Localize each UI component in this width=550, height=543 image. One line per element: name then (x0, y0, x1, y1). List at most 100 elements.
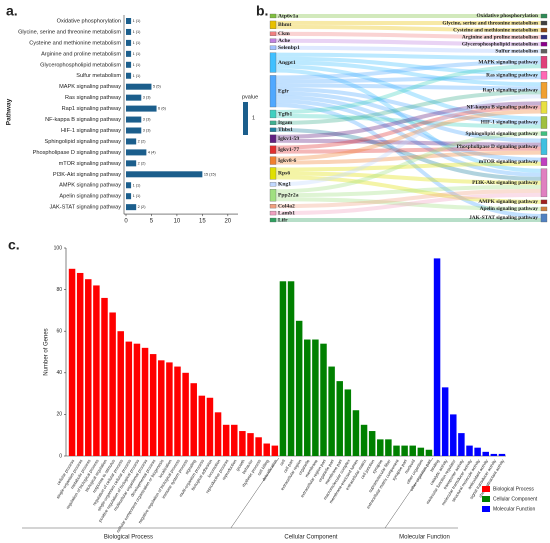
panel-label: b. (256, 3, 268, 19)
category-label: Cysteine and methionine metabolism (29, 40, 121, 46)
pathway-node (540, 131, 548, 136)
gene-node (269, 31, 277, 36)
gene-node (269, 189, 277, 202)
value-label: 1 (1) (133, 183, 142, 187)
bar (482, 451, 489, 456)
value-label: 1 (1) (133, 194, 142, 198)
bar (320, 343, 327, 456)
category-label: Apelin signaling pathway (59, 194, 121, 200)
y-tick-label: 0 (59, 453, 62, 459)
pathway-label: Rap1 signaling pathway (483, 88, 539, 94)
pathway-node (540, 20, 548, 26)
link (275, 171, 542, 185)
bar (126, 193, 132, 200)
pathway-node (540, 116, 548, 129)
category-label: Arginine and proline metabolism (41, 51, 121, 57)
value-label: 1 (1) (133, 74, 142, 78)
category-label: Ras signaling pathway (65, 95, 121, 101)
value-label: 2 (2) (138, 205, 147, 209)
gene-label: Rps6 (278, 171, 290, 177)
pathway-label: Sulfur metabolism (495, 48, 538, 54)
pathway-label: Oxidative phosphorylation (476, 13, 538, 19)
bar (126, 18, 132, 24)
bar (222, 424, 230, 456)
gene-label: Ache (278, 38, 291, 44)
bar (312, 339, 319, 456)
bar (336, 381, 343, 456)
pathway-node (540, 82, 548, 99)
gene-label: Igkv1-59 (278, 136, 299, 142)
pathway-node (540, 13, 548, 19)
category-label: Phospholipase D signaling pathway (33, 150, 122, 156)
bar (287, 281, 295, 456)
bar (126, 61, 132, 68)
x-tick-label: 5 (150, 219, 154, 225)
bar (425, 449, 433, 456)
category-label: Rap1 signaling pathway (62, 106, 122, 112)
gene-node (269, 38, 277, 43)
bar (126, 116, 142, 123)
category-label: Glycerophospholipid metabolism (40, 62, 121, 68)
bar (409, 445, 416, 456)
category-label: MAPK signaling pathway (59, 84, 121, 90)
value-label: 6 (6) (158, 107, 167, 111)
y-tick-label: 60 (56, 329, 62, 335)
pathway-label: AMPK signaling pathway (478, 199, 538, 205)
gene-node (269, 145, 277, 154)
gene-node (269, 52, 277, 73)
gene-label: Lifr (278, 217, 288, 223)
colorbar-tick-label: 1 (252, 115, 255, 121)
pathway-node (540, 48, 548, 54)
pathway-label: Sphingolipid signaling pathway (465, 131, 538, 137)
bar (206, 397, 214, 456)
category-label: PI3K-Akt signaling pathway (53, 172, 121, 178)
pathway-label: HIF-1 signaling pathway (481, 120, 539, 126)
bar (93, 285, 100, 456)
bar (126, 149, 147, 156)
gene-node (269, 120, 277, 126)
gene-node (269, 20, 277, 29)
bar (247, 433, 254, 456)
link (275, 64, 542, 121)
bar (126, 72, 132, 79)
link (275, 64, 542, 115)
bar (126, 28, 132, 35)
pathway-label: Phospholipase D signaling pathway (457, 144, 539, 150)
y-tick-label: 100 (54, 245, 63, 251)
bar (295, 320, 303, 456)
gene-label: Lamb1 (278, 210, 295, 216)
category-label: HIF-1 signaling pathway (61, 128, 121, 134)
bar (126, 182, 132, 189)
group-label: Cellular Component (284, 535, 337, 541)
link (275, 45, 542, 54)
x-tick-label: cell (279, 458, 287, 466)
value-label: 4 (4) (148, 150, 157, 154)
colorbar (243, 102, 248, 135)
link (275, 60, 542, 80)
link (275, 56, 542, 76)
bar (126, 94, 142, 101)
bar (126, 204, 137, 211)
bar (385, 439, 392, 456)
link (275, 192, 542, 216)
value-label: 3 (3) (143, 118, 152, 122)
link (275, 101, 542, 139)
gene-node (269, 13, 277, 19)
pathway-label: Arginine and proline metabolism (462, 34, 539, 40)
bar (458, 433, 465, 456)
group-label: Biological Process (104, 535, 153, 541)
link (275, 109, 542, 161)
bar (214, 412, 222, 456)
bar (126, 127, 142, 134)
x-tick-label: growth (235, 458, 246, 472)
gene-node (269, 45, 277, 50)
link (275, 83, 542, 91)
bar (450, 414, 457, 456)
link (275, 175, 542, 204)
gene-node (269, 75, 277, 108)
pathway-node (540, 71, 548, 80)
gene-label: Itgam (278, 120, 293, 126)
legend-label: Molecular Function (493, 506, 535, 512)
y-axis-label: Number of Genes (44, 328, 50, 375)
category-label: Sulfur metabolism (76, 73, 121, 79)
